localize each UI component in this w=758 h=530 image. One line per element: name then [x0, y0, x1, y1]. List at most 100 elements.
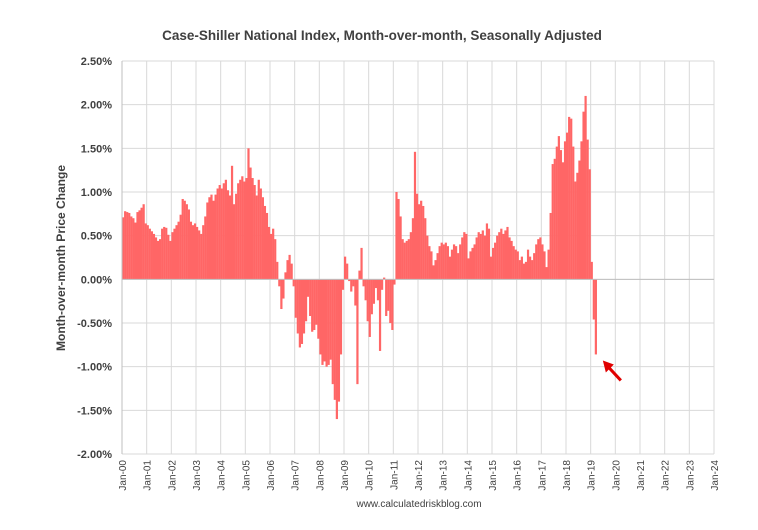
bar — [475, 237, 478, 280]
bar — [198, 230, 201, 280]
bar — [329, 279, 332, 360]
bar — [383, 277, 386, 280]
bar — [245, 178, 248, 280]
x-tick-label: Jan-24 — [710, 460, 721, 491]
bar — [516, 251, 519, 280]
bar — [586, 139, 589, 280]
bar — [489, 256, 493, 280]
bar — [220, 188, 223, 280]
source-label: www.calculatedriskblog.com — [355, 499, 481, 510]
bar — [395, 192, 398, 280]
bars — [122, 95, 597, 420]
bar — [122, 217, 125, 280]
bar — [555, 146, 558, 280]
bar — [148, 228, 151, 280]
bar — [510, 240, 513, 280]
bar — [557, 136, 560, 280]
bar — [251, 178, 254, 280]
x-tick-label: Jan-01 — [143, 460, 154, 491]
bar — [568, 116, 571, 280]
bar — [200, 233, 203, 280]
bar — [508, 237, 511, 280]
bar — [432, 265, 435, 280]
bar — [311, 279, 314, 332]
bar — [354, 279, 357, 306]
bar — [313, 279, 316, 330]
bar — [319, 279, 322, 355]
bar — [566, 132, 569, 280]
bar — [210, 194, 213, 280]
bar — [592, 279, 595, 320]
y-tick-label: -0.50% — [77, 318, 112, 330]
bar — [407, 239, 410, 280]
bar — [580, 141, 583, 280]
bar — [418, 204, 421, 280]
bar — [543, 251, 546, 280]
bar — [570, 118, 573, 280]
bar — [241, 176, 244, 280]
bar — [551, 164, 554, 280]
bar — [265, 212, 269, 280]
bar — [142, 204, 145, 280]
x-tick-label: Jan-17 — [537, 460, 548, 491]
bar — [381, 279, 384, 290]
bar — [428, 246, 431, 280]
bar — [378, 279, 382, 351]
bar — [405, 240, 408, 280]
bar — [235, 193, 238, 280]
bar — [457, 253, 460, 280]
bar — [393, 279, 396, 285]
bar — [150, 231, 153, 280]
bar — [136, 212, 139, 280]
bar — [296, 279, 299, 334]
bar — [545, 267, 548, 280]
y-tick-label: -1.00% — [77, 362, 112, 374]
bar — [126, 212, 129, 280]
bar — [498, 232, 501, 280]
bar — [331, 279, 334, 385]
bar — [397, 198, 400, 280]
x-tick-label: Jan-22 — [661, 460, 672, 491]
bar — [588, 169, 591, 280]
bar — [249, 167, 252, 280]
bar — [274, 239, 277, 280]
bar — [446, 246, 449, 280]
bar — [344, 256, 347, 280]
bar — [191, 225, 195, 280]
x-tick-label: Jan-10 — [365, 460, 376, 491]
y-tick-label: 0.00% — [81, 274, 112, 286]
bar — [177, 221, 180, 280]
bar — [253, 185, 256, 280]
bar — [185, 204, 188, 280]
x-tick-label: Jan-02 — [167, 460, 178, 491]
bar — [424, 218, 427, 280]
bar — [196, 226, 199, 280]
bar — [337, 279, 341, 402]
bar — [130, 216, 133, 280]
y-tick-label: -2.00% — [77, 449, 112, 461]
bar — [156, 240, 160, 280]
x-tick-label: Jan-18 — [562, 460, 573, 491]
bar — [183, 200, 186, 280]
bar — [321, 279, 324, 365]
bar — [214, 194, 217, 280]
bar — [165, 227, 168, 280]
bar — [403, 242, 406, 280]
bar — [387, 279, 390, 311]
x-tick-label: Jan-16 — [513, 460, 524, 491]
bar — [270, 233, 273, 280]
bar — [146, 225, 149, 280]
chart-title: Case-Shiller National Index, Month-over-… — [162, 28, 602, 43]
bar — [341, 279, 345, 290]
bar — [434, 260, 437, 280]
bar — [561, 162, 565, 280]
bar — [218, 185, 221, 280]
x-tick-label: Jan-06 — [266, 460, 277, 491]
bar — [469, 251, 472, 280]
bar — [290, 263, 293, 280]
bar — [356, 279, 359, 385]
bar — [537, 239, 540, 280]
bar — [409, 232, 412, 280]
x-tick-label: Jan-15 — [488, 460, 499, 491]
bar — [549, 212, 552, 280]
